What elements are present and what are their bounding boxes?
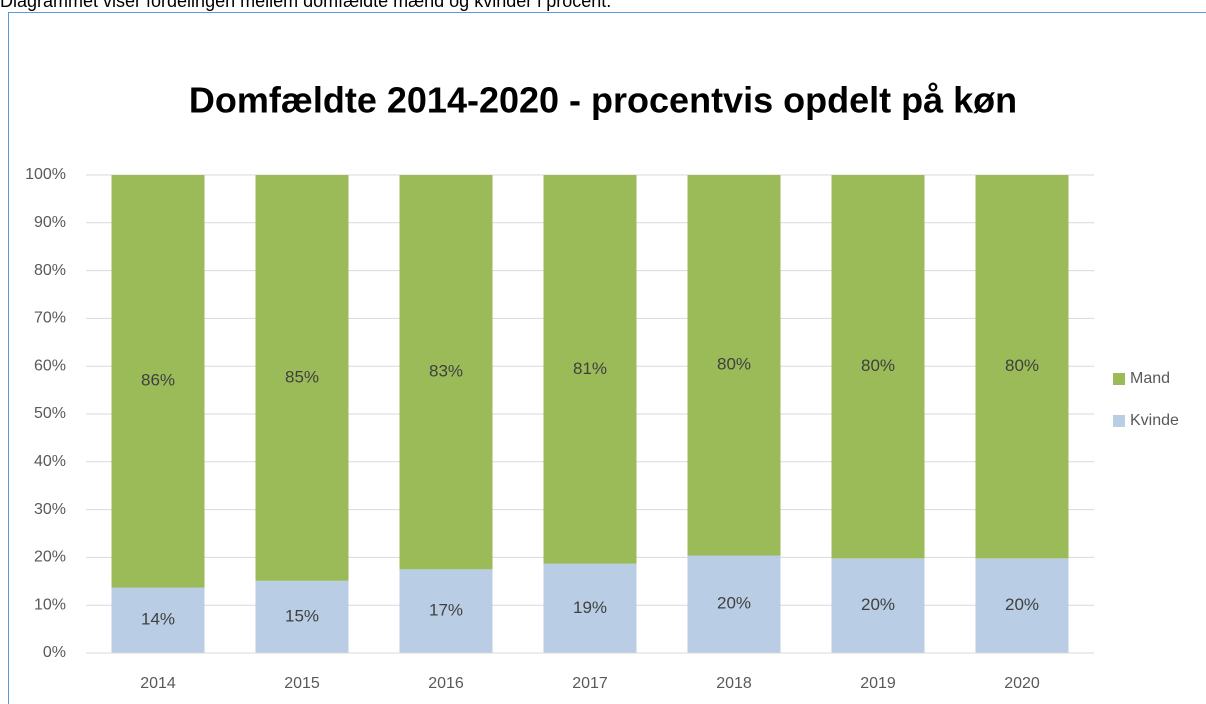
y-tick-label: 60% bbox=[34, 357, 66, 374]
bar-segment bbox=[975, 175, 1069, 559]
caption: Diagrammet viser fordelingen mellem domf… bbox=[0, 0, 611, 11]
x-tick-label: 2014 bbox=[140, 675, 176, 692]
bar-segment bbox=[687, 555, 781, 653]
bar-segment bbox=[111, 587, 205, 653]
y-tick-label: 10% bbox=[34, 596, 66, 613]
x-tick-label: 2019 bbox=[860, 675, 896, 692]
y-tick-label: 20% bbox=[34, 549, 66, 566]
data-label: 19% bbox=[573, 598, 607, 617]
y-tick-label: 80% bbox=[34, 262, 66, 279]
bar-segment bbox=[255, 175, 349, 581]
bar-segment bbox=[543, 563, 637, 653]
y-tick-label: 90% bbox=[34, 214, 66, 231]
chart-title: Domfældte 2014-2020 - procentvis opdelt … bbox=[189, 80, 1017, 121]
chart-border bbox=[8, 12, 1206, 704]
legend-swatch bbox=[1113, 415, 1125, 427]
legend-label: Mand bbox=[1130, 370, 1170, 387]
x-tick-label: 2020 bbox=[1004, 675, 1040, 692]
data-label: 17% bbox=[429, 601, 463, 620]
data-label: 83% bbox=[429, 362, 463, 381]
bar-segment bbox=[831, 175, 925, 559]
bar-segment bbox=[975, 558, 1069, 653]
bar-segment bbox=[399, 569, 493, 653]
bar-segment bbox=[687, 175, 781, 556]
bar-segment bbox=[399, 175, 493, 570]
bar-segment bbox=[111, 175, 205, 588]
bar-segment bbox=[831, 558, 925, 653]
y-tick-label: 50% bbox=[34, 405, 66, 422]
data-label: 81% bbox=[573, 359, 607, 378]
data-label: 80% bbox=[717, 355, 751, 374]
data-label: 85% bbox=[285, 367, 319, 386]
legend-label: Kvinde bbox=[1130, 412, 1179, 429]
data-label: 86% bbox=[141, 371, 175, 390]
legend-swatch bbox=[1113, 373, 1125, 385]
data-label: 14% bbox=[141, 610, 175, 629]
data-label: 80% bbox=[1005, 356, 1039, 375]
data-label: 80% bbox=[861, 356, 895, 375]
data-label: 20% bbox=[861, 595, 895, 614]
data-label: 15% bbox=[285, 606, 319, 625]
data-label: 20% bbox=[1005, 595, 1039, 614]
bar-segment bbox=[543, 175, 637, 564]
data-label: 20% bbox=[717, 594, 751, 613]
y-tick-label: 100% bbox=[25, 166, 66, 183]
x-tick-label: 2018 bbox=[716, 675, 752, 692]
y-tick-label: 0% bbox=[43, 644, 66, 661]
y-tick-label: 30% bbox=[34, 501, 66, 518]
x-tick-label: 2015 bbox=[284, 675, 320, 692]
x-tick-label: 2016 bbox=[428, 675, 464, 692]
y-tick-label: 70% bbox=[34, 310, 66, 327]
x-tick-label: 2017 bbox=[572, 675, 608, 692]
bar-segment bbox=[255, 580, 349, 653]
y-tick-label: 40% bbox=[34, 453, 66, 470]
